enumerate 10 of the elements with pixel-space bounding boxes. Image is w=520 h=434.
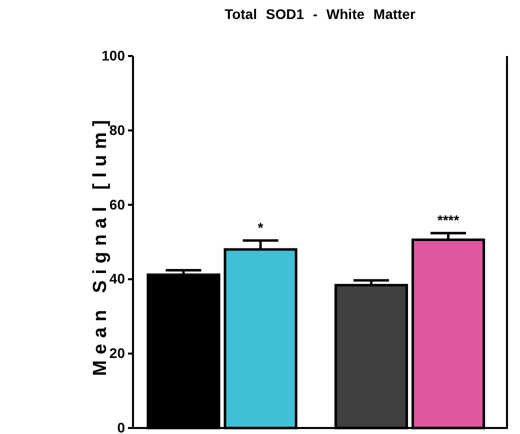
y-tick-label: 100 bbox=[102, 47, 126, 64]
chart-title: Total SOD1 - White Matter bbox=[224, 6, 416, 22]
data-label: **** bbox=[437, 212, 460, 228]
y-tick-label: 0 bbox=[117, 419, 126, 434]
y-tick-label: 20 bbox=[109, 345, 126, 362]
y-tick-label: 60 bbox=[109, 196, 126, 212]
y-tick-label: 80 bbox=[109, 122, 126, 138]
y-tick-label: 40 bbox=[109, 270, 126, 287]
data-label: * bbox=[258, 220, 264, 236]
y-axis-title: Mean Signal [lum] bbox=[90, 120, 111, 376]
